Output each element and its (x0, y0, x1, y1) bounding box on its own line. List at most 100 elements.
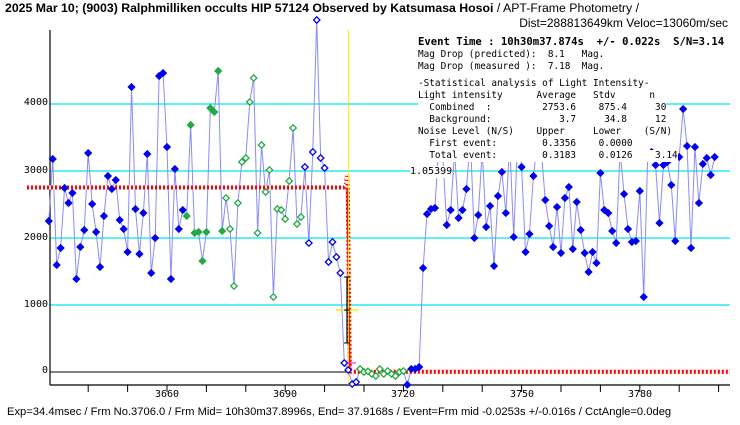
data-point (352, 377, 361, 387)
data-point (399, 366, 408, 376)
x-tick-label: 3720 (390, 389, 416, 400)
data-point (95, 262, 105, 272)
data-point (422, 209, 432, 219)
data-point (257, 140, 266, 150)
data-point (88, 199, 97, 209)
data-point (391, 371, 400, 381)
data-point (127, 82, 136, 92)
data-point (147, 268, 156, 278)
data-point (64, 198, 73, 208)
data-point (403, 380, 412, 389)
data-point (340, 358, 349, 368)
data-point (572, 197, 581, 207)
data-point (158, 68, 168, 78)
data-point (698, 159, 707, 169)
data-point (418, 263, 428, 273)
data-point (48, 154, 57, 164)
data-point (576, 225, 585, 235)
data-point (592, 258, 601, 268)
data-point (639, 292, 648, 302)
data-point (588, 247, 597, 257)
data-point (580, 248, 589, 258)
data-point (194, 227, 203, 237)
data-point (99, 211, 109, 221)
data-point (549, 242, 558, 252)
data-point (182, 211, 191, 221)
data-point (521, 247, 530, 257)
data-point (139, 208, 148, 218)
data-point (281, 214, 290, 224)
data-point (135, 249, 144, 259)
data-point (485, 201, 495, 211)
data-point (91, 227, 101, 237)
data-point (131, 204, 140, 214)
data-point (202, 227, 211, 237)
title-text: 2025 Mar 10; (9003) Ralphmilliken occult… (5, 1, 494, 15)
data-point (631, 236, 640, 246)
data-point (162, 142, 172, 152)
data-point (253, 228, 262, 238)
data-point (564, 182, 573, 192)
data-point (552, 202, 562, 212)
data-point (667, 180, 676, 190)
data-point (60, 183, 69, 193)
data-point (174, 224, 183, 234)
model-line-pattern (25, 174, 730, 374)
data-point (375, 364, 384, 374)
data-point (316, 153, 325, 163)
data-point (655, 218, 664, 228)
data-point (285, 176, 294, 186)
data-point (210, 107, 219, 117)
data-point (56, 243, 65, 253)
data-point (84, 148, 93, 158)
subtitle-text: / APT-Frame Photometry / (493, 1, 640, 15)
data-point (489, 261, 499, 271)
data-point (332, 252, 341, 262)
data-point (454, 213, 463, 223)
data-point (68, 188, 77, 198)
data-point (76, 242, 85, 252)
data-point (651, 160, 660, 170)
y-tick-label: 0 (41, 365, 48, 376)
data-point (556, 248, 566, 258)
data-point (560, 193, 570, 203)
data-point (178, 205, 187, 215)
mag-drop-measured: Mag Drop (measured ): 7.18 Mag. (418, 61, 605, 73)
data-point (241, 153, 250, 163)
y-tick-label: 2000 (23, 232, 48, 243)
data-point (261, 187, 270, 197)
data-point (288, 123, 298, 133)
data-point (218, 226, 227, 236)
data-point (619, 189, 629, 199)
data-point (584, 267, 593, 277)
data-point (206, 103, 215, 113)
data-point (237, 157, 246, 167)
data-point (541, 195, 550, 205)
data-point (702, 153, 711, 163)
data-point (265, 165, 274, 175)
data-point (415, 362, 424, 372)
footer-info: Exp=34.4msec / Frm No.3706.0 / Frm Mid= … (7, 406, 672, 418)
data-point (529, 171, 538, 181)
x-tick-label: 3690 (272, 389, 298, 400)
event-time: Event Time : 10h30m37.874s +/- 0.022s S/… (418, 36, 725, 49)
data-point (123, 247, 132, 257)
data-point (694, 198, 704, 208)
data-point (229, 281, 239, 291)
distance-velocity: Dist=288813649km Veloc=13060m/sec (519, 16, 728, 30)
data-point (517, 162, 526, 172)
data-point (80, 225, 89, 235)
stats-header: Light intensity Average Stdv n (418, 90, 656, 102)
data-point (446, 205, 455, 215)
data-point (612, 238, 621, 248)
y-tick-label: 4000 (23, 97, 48, 108)
data-point (690, 142, 700, 152)
data-point (186, 120, 195, 130)
data-point (292, 219, 302, 229)
y-tick-label: 1000 (23, 299, 48, 310)
data-point (482, 222, 491, 232)
data-point (245, 97, 254, 107)
data-point (682, 141, 692, 151)
data-point (710, 152, 719, 162)
data-point (474, 210, 483, 220)
